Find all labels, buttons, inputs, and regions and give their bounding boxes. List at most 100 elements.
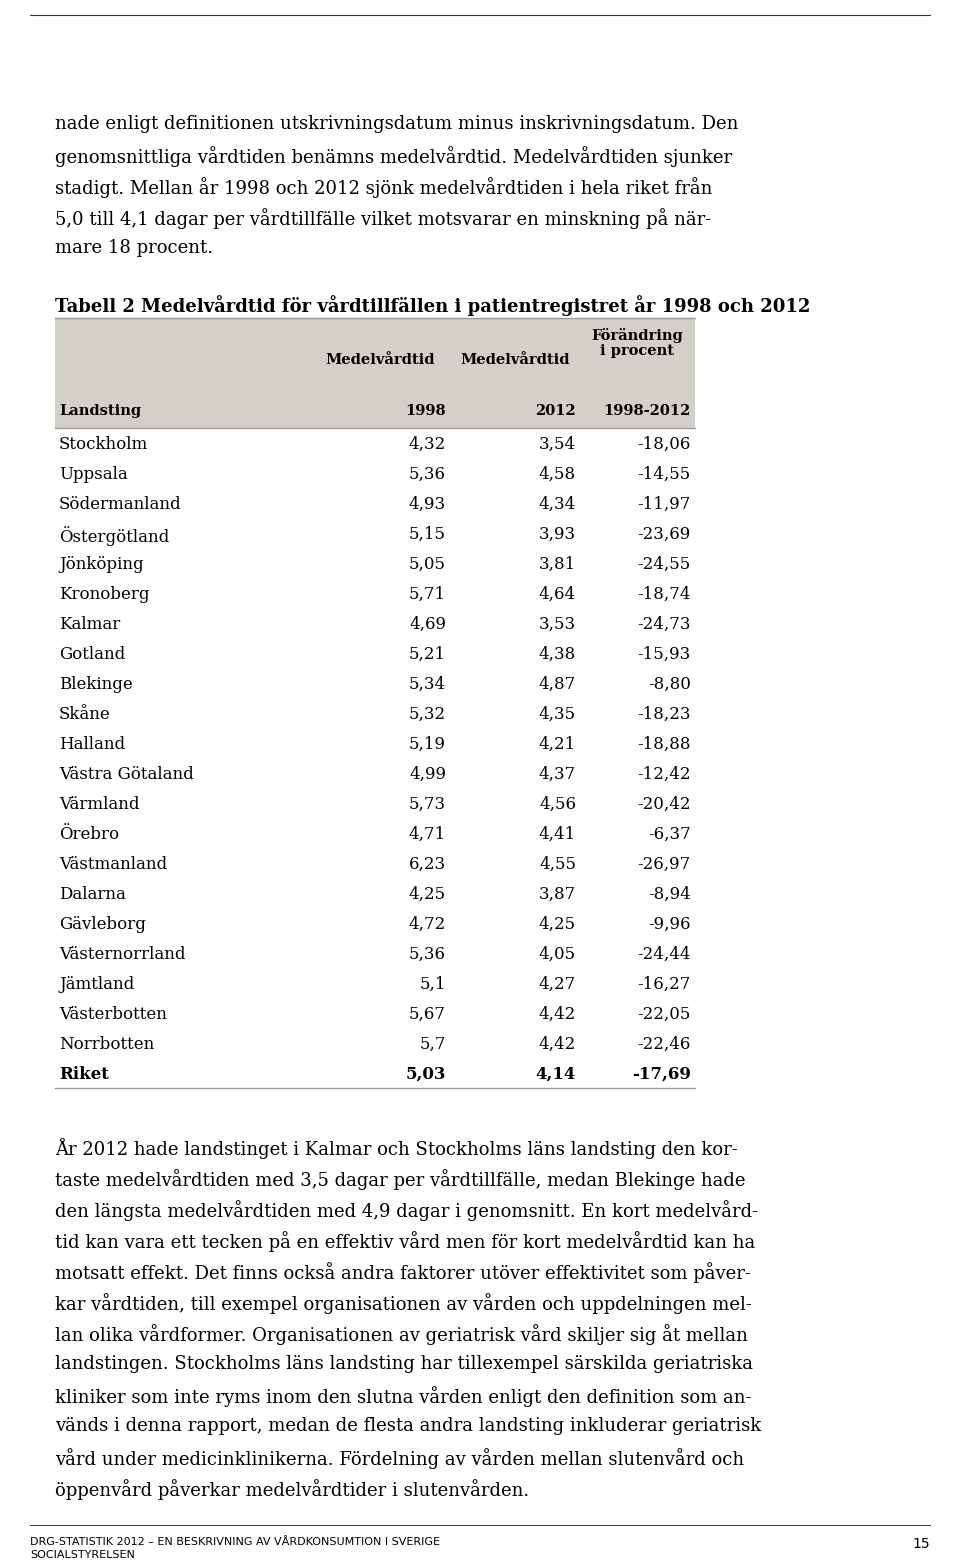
Text: 4,27: 4,27	[539, 976, 576, 993]
Text: -18,06: -18,06	[637, 436, 691, 453]
Text: -24,73: -24,73	[637, 616, 691, 633]
Text: Medelvårdtid: Medelvårdtid	[325, 353, 435, 367]
Text: -11,97: -11,97	[637, 497, 691, 512]
Text: Jämtland: Jämtland	[59, 976, 134, 993]
Text: 5,19: 5,19	[409, 736, 446, 754]
Text: 5,05: 5,05	[409, 556, 446, 574]
Text: Stockholm: Stockholm	[59, 436, 148, 453]
Text: Landsting: Landsting	[59, 404, 141, 418]
Text: 5,36: 5,36	[409, 465, 446, 483]
Text: Förändring: Förändring	[591, 328, 684, 343]
Text: 3,93: 3,93	[539, 527, 576, 544]
Text: -18,88: -18,88	[637, 736, 691, 754]
Text: 4,72: 4,72	[409, 917, 446, 932]
Text: Medelvårdtid: Medelvårdtid	[460, 353, 569, 367]
Text: kar vårdtiden, till exempel organisationen av vården och uppdelningen mel-: kar vårdtiden, till exempel organisation…	[55, 1293, 752, 1315]
Text: Jönköping: Jönköping	[59, 556, 144, 574]
Text: 5,7: 5,7	[420, 1036, 446, 1053]
Text: Västerbotten: Västerbotten	[59, 1006, 167, 1023]
Text: -12,42: -12,42	[637, 766, 691, 784]
Text: i procent: i procent	[601, 345, 675, 357]
Text: 4,14: 4,14	[536, 1066, 576, 1083]
Text: 4,34: 4,34	[539, 497, 576, 512]
Text: Västra Götaland: Västra Götaland	[59, 766, 194, 784]
Text: 4,35: 4,35	[539, 707, 576, 722]
Text: 5,0 till 4,1 dagar per vårdtillfälle vilket motsvarar en minskning på när-: 5,0 till 4,1 dagar per vårdtillfälle vil…	[55, 208, 711, 229]
Text: 5,36: 5,36	[409, 946, 446, 964]
Text: Uppsala: Uppsala	[59, 465, 128, 483]
Text: Blekinge: Blekinge	[59, 675, 132, 693]
Text: Skåne: Skåne	[59, 707, 110, 722]
Text: 4,93: 4,93	[409, 497, 446, 512]
Text: -24,55: -24,55	[637, 556, 691, 574]
Text: taste medelvårdtiden med 3,5 dagar per vårdtillfälle, medan Blekinge hade: taste medelvårdtiden med 3,5 dagar per v…	[55, 1169, 746, 1189]
Text: 5,71: 5,71	[409, 586, 446, 603]
Text: 5,32: 5,32	[409, 707, 446, 722]
Text: 4,21: 4,21	[539, 736, 576, 754]
Text: 4,87: 4,87	[539, 675, 576, 693]
Text: -23,69: -23,69	[637, 527, 691, 544]
Text: 6,23: 6,23	[409, 856, 446, 873]
Text: 4,69: 4,69	[409, 616, 446, 633]
Text: mare 18 procent.: mare 18 procent.	[55, 240, 213, 257]
Text: 5,67: 5,67	[409, 1006, 446, 1023]
Text: 3,87: 3,87	[539, 885, 576, 903]
Text: -6,37: -6,37	[648, 826, 691, 843]
Text: 4,71: 4,71	[409, 826, 446, 843]
Text: -18,74: -18,74	[637, 586, 691, 603]
Text: 4,42: 4,42	[539, 1036, 576, 1053]
Text: Dalarna: Dalarna	[59, 885, 126, 903]
Text: genomsnittliga vårdtiden benämns medelvårdtid. Medelvårdtiden sjunker: genomsnittliga vårdtiden benämns medelvå…	[55, 146, 732, 168]
Text: lan olika vårdformer. Organisationen av geriatrisk vård skiljer sig åt mellan: lan olika vårdformer. Organisationen av …	[55, 1324, 748, 1344]
Text: vänds i denna rapport, medan de flesta andra landsting inkluderar geriatrisk: vänds i denna rapport, medan de flesta a…	[55, 1417, 761, 1435]
Text: 4,05: 4,05	[539, 946, 576, 964]
Text: öppenvård påverkar medelvårdtider i slutenvården.: öppenvård påverkar medelvårdtider i slut…	[55, 1479, 529, 1500]
Text: 4,41: 4,41	[539, 826, 576, 843]
Text: Halland: Halland	[59, 736, 125, 754]
Text: 5,15: 5,15	[409, 527, 446, 544]
Text: landstingen. Stockholms läns landsting har tillexempel särskilda geriatriska: landstingen. Stockholms läns landsting h…	[55, 1355, 753, 1373]
Text: Kronoberg: Kronoberg	[59, 586, 150, 603]
Text: 5,73: 5,73	[409, 796, 446, 813]
Text: tid kan vara ett tecken på en effektiv vård men för kort medelvårdtid kan ha: tid kan vara ett tecken på en effektiv v…	[55, 1232, 756, 1252]
Text: 4,25: 4,25	[539, 917, 576, 932]
Text: Gotland: Gotland	[59, 646, 125, 663]
Text: 4,55: 4,55	[539, 856, 576, 873]
Text: -14,55: -14,55	[637, 465, 691, 483]
Text: Södermanland: Södermanland	[59, 497, 181, 512]
Text: stadigt. Mellan år 1998 och 2012 sjönk medelvårdtiden i hela riket från: stadigt. Mellan år 1998 och 2012 sjönk m…	[55, 177, 712, 197]
Text: vård under medicinklinikerna. Fördelning av vården mellan slutenvård och: vård under medicinklinikerna. Fördelning…	[55, 1448, 744, 1468]
Text: Östergötland: Östergötland	[59, 527, 169, 545]
Text: 2012: 2012	[536, 404, 576, 418]
Text: -16,27: -16,27	[637, 976, 691, 993]
Text: 3,81: 3,81	[539, 556, 576, 574]
Text: -20,42: -20,42	[637, 796, 691, 813]
Text: nade enligt definitionen utskrivningsdatum minus inskrivningsdatum. Den: nade enligt definitionen utskrivningsdat…	[55, 114, 738, 133]
Text: DRG-STATISTIK 2012 – EN BESKRIVNING AV VÅRDKONSUMTION I SVERIGE: DRG-STATISTIK 2012 – EN BESKRIVNING AV V…	[30, 1537, 440, 1547]
Text: -18,23: -18,23	[637, 707, 691, 722]
Text: -22,05: -22,05	[637, 1006, 691, 1023]
Text: 4,58: 4,58	[539, 465, 576, 483]
Text: Tabell 2 Medelvårdtid för vårdtillfällen i patientregistret år 1998 och 2012: Tabell 2 Medelvårdtid för vårdtillfällen…	[55, 295, 810, 317]
Text: motsatt effekt. Det finns också andra faktorer utöver effektivitet som påver-: motsatt effekt. Det finns också andra fa…	[55, 1261, 751, 1283]
Text: Örebro: Örebro	[59, 826, 119, 843]
Text: 4,25: 4,25	[409, 885, 446, 903]
Text: -8,94: -8,94	[648, 885, 691, 903]
Bar	[55, 318, 695, 428]
Text: Riket: Riket	[59, 1066, 108, 1083]
Text: -9,96: -9,96	[649, 917, 691, 932]
Text: 5,21: 5,21	[409, 646, 446, 663]
Text: 4,32: 4,32	[409, 436, 446, 453]
Text: 4,99: 4,99	[409, 766, 446, 784]
Text: Norrbotten: Norrbotten	[59, 1036, 155, 1053]
Text: 1998: 1998	[405, 404, 446, 418]
Text: 15: 15	[912, 1537, 930, 1551]
Text: Kalmar: Kalmar	[59, 616, 120, 633]
Text: SOCIALSTYRELSEN: SOCIALSTYRELSEN	[30, 1550, 134, 1561]
Text: 1998-2012: 1998-2012	[604, 404, 691, 418]
Text: Gävleborg: Gävleborg	[59, 917, 146, 932]
Text: 5,34: 5,34	[409, 675, 446, 693]
Text: 4,38: 4,38	[539, 646, 576, 663]
Text: -24,44: -24,44	[637, 946, 691, 964]
Text: 4,42: 4,42	[539, 1006, 576, 1023]
